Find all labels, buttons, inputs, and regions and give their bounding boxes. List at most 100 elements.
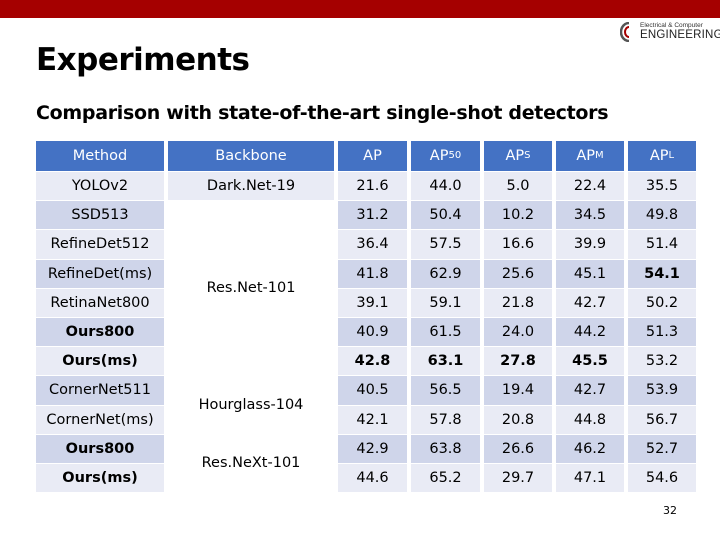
header-cell: AP 50 [411, 141, 480, 171]
value-cell: 51.3 [628, 318, 696, 347]
method-name: RefineDet(ms) [47, 265, 153, 282]
value-cell: 53.9 [628, 376, 696, 405]
value-cell: 56.7 [628, 405, 696, 434]
value-text: 34.5 [573, 207, 607, 224]
value-text: 44.0 [429, 178, 462, 195]
value-cell: 63.1 [411, 347, 480, 376]
value-text: 42.9 [356, 440, 389, 457]
slide-title: Experiments [36, 42, 250, 78]
value-text: 10.2 [501, 207, 535, 224]
header-cell: Backbone [168, 141, 334, 171]
method-name: YOLOv2 [71, 178, 129, 195]
value-cell: 50.4 [411, 201, 480, 230]
value-text: 54.1 [644, 265, 680, 282]
value-cell: 21.6 [338, 172, 407, 201]
value-cell: 51.4 [628, 230, 696, 259]
method-name: Ours(ms) [62, 470, 138, 487]
value-cell: 27.8 [484, 347, 552, 376]
value-text: 20.8 [501, 411, 535, 428]
header-cell: AP M [556, 141, 624, 171]
value-cell: 61.5 [411, 318, 480, 347]
value-text: 62.9 [429, 265, 462, 282]
method-cell: RetinaNet800 [36, 288, 164, 317]
value-text: 51.3 [645, 324, 679, 341]
value-text: 56.5 [429, 382, 462, 399]
value-cell: 57.5 [411, 230, 480, 259]
value-text: 63.1 [427, 353, 464, 370]
value-cell: 10.2 [484, 201, 552, 230]
backbone-name: Dark.Net-19 [206, 178, 296, 195]
value-cell: 40.9 [338, 318, 407, 347]
value-text: 59.1 [429, 294, 462, 311]
value-text: 49.8 [645, 207, 679, 224]
method-cell: Ours(ms) [36, 464, 164, 493]
top-accent-bar [0, 0, 720, 18]
value-text: 50.2 [645, 294, 679, 311]
value-cell: 42.7 [556, 376, 624, 405]
value-text: 50.4 [429, 207, 462, 224]
value-cell: 65.2 [411, 464, 480, 493]
value-text: 25.6 [501, 265, 535, 282]
value-cell: 63.8 [411, 434, 480, 463]
value-text: 29.7 [501, 470, 535, 487]
value-text: 52.7 [645, 440, 679, 457]
header-label: Backbone [215, 148, 287, 164]
logo-line-1: Electrical & Computer [640, 22, 703, 29]
method-cell: YOLOv2 [36, 172, 164, 201]
value-text: 22.4 [573, 178, 607, 195]
value-text: 41.8 [356, 265, 389, 282]
method-cell: RefineDet512 [36, 230, 164, 259]
value-text: 21.6 [356, 178, 389, 195]
value-text: 45.1 [573, 265, 607, 282]
value-text: 44.6 [356, 470, 389, 487]
value-text: 5.0 [506, 178, 530, 195]
value-cell: 40.5 [338, 376, 407, 405]
value-text: 42.7 [573, 294, 607, 311]
value-cell: 29.7 [484, 464, 552, 493]
value-cell: 56.5 [411, 376, 480, 405]
header-label: AP [363, 148, 382, 164]
value-cell: 5.0 [484, 172, 552, 201]
backbone-name: Res.NeXt-101 [201, 455, 301, 472]
value-text: 21.8 [501, 294, 535, 311]
method-name: RetinaNet800 [50, 294, 150, 311]
value-text: 39.9 [573, 236, 607, 253]
value-cell: 41.8 [338, 259, 407, 288]
value-cell: 46.2 [556, 434, 624, 463]
value-cell: 31.2 [338, 201, 407, 230]
value-text: 63.8 [429, 440, 462, 457]
value-text: 57.8 [429, 411, 462, 428]
header-label: AP [505, 148, 525, 164]
value-cell: 45.1 [556, 259, 624, 288]
method-cell: Ours800 [36, 434, 164, 463]
value-cell: 53.2 [628, 347, 696, 376]
value-text: 16.6 [501, 236, 535, 253]
header-cell: AP S [484, 141, 552, 171]
method-cell: Ours(ms) [36, 347, 164, 376]
value-text: 46.2 [573, 440, 607, 457]
slide-subtitle: Comparison with state-of-the-art single-… [36, 102, 609, 124]
value-cell: 57.8 [411, 405, 480, 434]
value-cell: 42.9 [338, 434, 407, 463]
method-cell: CornerNet511 [36, 376, 164, 405]
value-text: 42.8 [354, 353, 391, 370]
value-cell: 25.6 [484, 259, 552, 288]
value-text: 65.2 [429, 470, 462, 487]
value-cell: 45.5 [556, 347, 624, 376]
value-text: 56.7 [645, 411, 679, 428]
method-name: Ours(ms) [62, 353, 138, 370]
value-cell: 44.6 [338, 464, 407, 493]
header-cell: AP L [628, 141, 696, 171]
header-label: AP [429, 148, 449, 164]
value-text: 45.5 [572, 353, 608, 370]
value-cell: 42.7 [556, 288, 624, 317]
value-text: 57.5 [429, 236, 462, 253]
value-cell: 44.8 [556, 405, 624, 434]
value-cell: 42.8 [338, 347, 407, 376]
value-cell: 39.9 [556, 230, 624, 259]
value-text: 40.5 [356, 382, 389, 399]
value-cell: 44.0 [411, 172, 480, 201]
header-cell: AP [338, 141, 407, 171]
value-text: 27.8 [500, 353, 536, 370]
value-text: 61.5 [429, 324, 462, 341]
